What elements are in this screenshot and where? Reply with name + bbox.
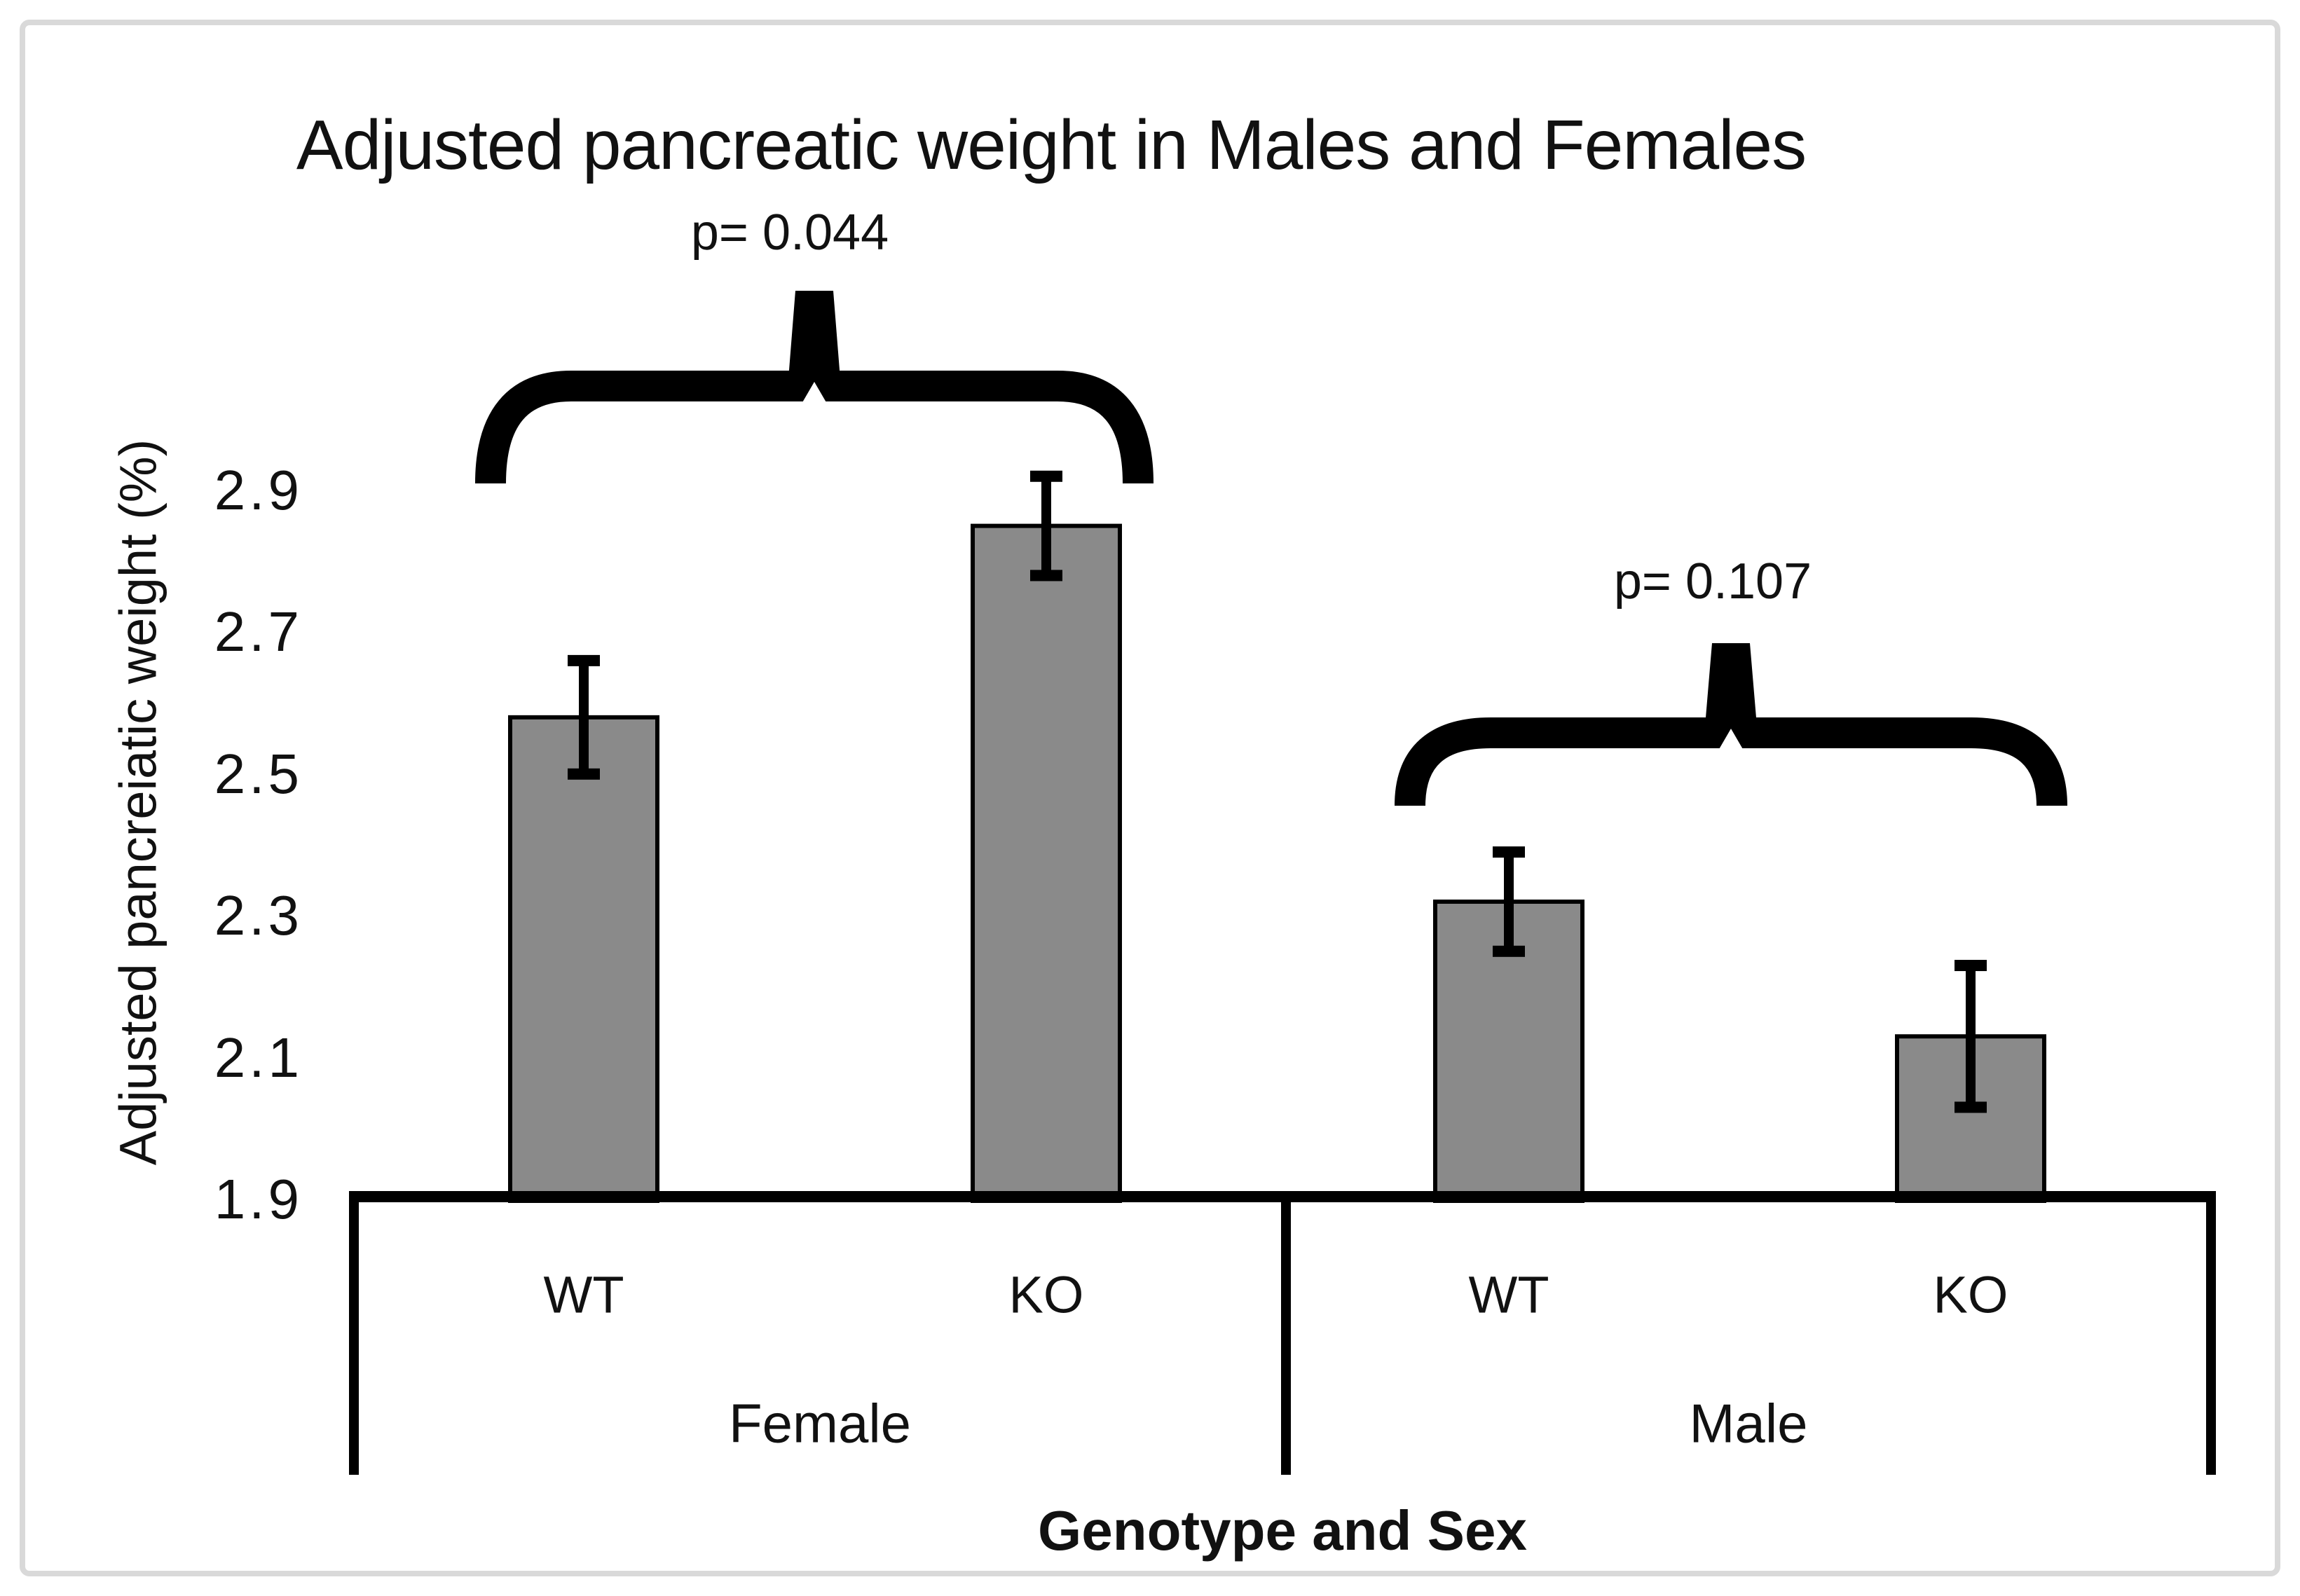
bar-female-ko — [971, 523, 1122, 1203]
category-label-female-wt: WT — [543, 1265, 624, 1324]
brace-center-notch — [802, 382, 827, 404]
error-bar-stem — [1041, 476, 1051, 576]
category-label-male-wt: WT — [1468, 1265, 1549, 1324]
y-tick-label: 2.1 — [214, 1026, 303, 1089]
error-bar-cap-bottom — [568, 768, 600, 780]
brace-stem — [1704, 643, 1758, 734]
error-bar-cap-top — [1493, 846, 1525, 858]
category-label-female-ko: KO — [1008, 1265, 1084, 1324]
error-bar-stem — [579, 660, 589, 774]
error-bar-cap-bottom — [1493, 945, 1525, 957]
error-bar-cap-bottom — [1030, 570, 1062, 582]
group-label-female: Female — [728, 1392, 912, 1454]
y-tick-label: 2.5 — [214, 742, 303, 805]
brace-stem — [788, 291, 841, 387]
error-bar-cap-bottom — [1955, 1101, 1987, 1113]
category-separator-line — [349, 1191, 359, 1475]
bar-female-wt — [508, 715, 659, 1203]
error-bar-cap-top — [1030, 470, 1062, 482]
y-tick-label: 2.7 — [214, 600, 303, 663]
category-separator-line — [2206, 1191, 2216, 1475]
chart-title: Adjusted pancreatic weight in Males and … — [296, 106, 1807, 184]
brace-center-notch — [1718, 729, 1744, 750]
error-bar-cap-top — [568, 654, 600, 666]
error-bar-cap-top — [1955, 960, 1987, 972]
p-value-annotation-female: p= 0.044 — [690, 205, 889, 261]
error-bar-stem — [1966, 965, 1976, 1108]
category-separator-line — [1281, 1191, 1291, 1475]
category-label-male-ko: KO — [1933, 1265, 2008, 1324]
p-value-annotation-male: p= 0.107 — [1613, 553, 1812, 610]
group-label-male: Male — [1689, 1392, 1808, 1454]
y-tick-label: 2.9 — [214, 459, 303, 521]
x-axis-title: Genotype and Sex — [1038, 1499, 1527, 1562]
error-bar-stem — [1504, 852, 1514, 951]
y-tick-label: 1.9 — [214, 1168, 303, 1230]
y-tick-label: 2.3 — [214, 884, 303, 947]
